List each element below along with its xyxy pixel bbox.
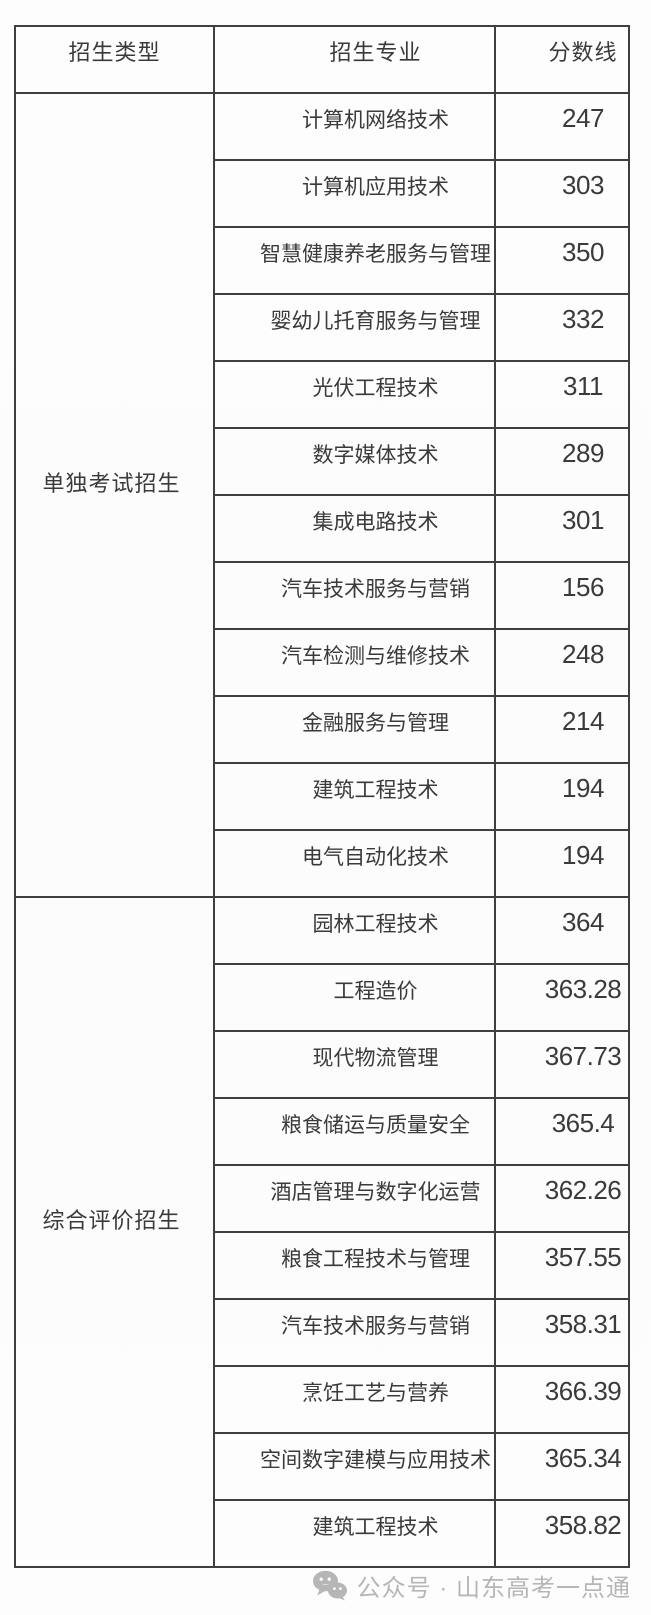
admission-score-table: 招生类型 招生专业 分数线 单独考试招生 计算机网络技术 247 计算机应用技术…	[14, 25, 630, 1568]
score-cell: 357.55	[494, 1231, 630, 1300]
score-cell: 364	[494, 896, 630, 965]
score-cell: 289	[494, 427, 630, 496]
table-row: 空间数字建模与应用技术 365.34	[15, 1432, 630, 1501]
score-cell: 301	[494, 494, 630, 563]
major-cell: 电气自动化技术	[213, 829, 496, 898]
major-cell: 烹饪工艺与营养	[213, 1365, 496, 1434]
table-row: 工程造价 363.28	[15, 963, 630, 1032]
table-row: 粮食工程技术与管理 357.55	[15, 1231, 630, 1300]
score-cell: 350	[494, 226, 630, 295]
score-cell: 194	[494, 829, 630, 898]
table-row: 电气自动化技术 194	[15, 829, 630, 898]
major-cell: 汽车技术服务与营销	[213, 561, 496, 630]
table-row: 数字媒体技术 289	[15, 427, 630, 496]
table-row: 汽车技术服务与营销 358.31	[15, 1298, 630, 1367]
table-row: 婴幼儿托育服务与管理 332	[15, 293, 630, 362]
table-row: 汽车检测与维修技术 248	[15, 628, 630, 697]
table-row: 酒店管理与数字化运营 362.26	[15, 1164, 630, 1233]
score-cell: 358.31	[494, 1298, 630, 1367]
score-cell: 303	[494, 159, 630, 228]
table-row: 现代物流管理 367.73	[15, 1030, 630, 1099]
table-row: 集成电路技术 301	[15, 494, 630, 563]
watermark-text: 公众号 · 山东高考一点通	[356, 1575, 631, 1602]
score-cell: 332	[494, 293, 630, 362]
wechat-icon	[312, 1570, 348, 1601]
score-cell: 363.28	[494, 963, 630, 1032]
table-row: 建筑工程技术 358.82	[15, 1499, 630, 1568]
score-cell: 365.34	[494, 1432, 630, 1501]
score-cell: 214	[494, 695, 630, 764]
major-cell: 智慧健康养老服务与管理	[213, 226, 496, 295]
major-cell: 酒店管理与数字化运营	[213, 1164, 496, 1233]
score-cell: 365.4	[494, 1097, 630, 1166]
major-cell: 建筑工程技术	[213, 1499, 496, 1568]
major-cell: 园林工程技术	[213, 896, 496, 965]
table-row: 建筑工程技术 194	[15, 762, 630, 831]
major-cell: 粮食工程技术与管理	[213, 1231, 496, 1300]
major-cell: 粮食储运与质量安全	[213, 1097, 496, 1166]
score-cell: 248	[494, 628, 630, 697]
major-cell: 数字媒体技术	[213, 427, 496, 496]
major-cell: 汽车检测与维修技术	[213, 628, 496, 697]
score-cell: 366.39	[494, 1365, 630, 1434]
header-score-line: 分数线	[494, 25, 630, 94]
score-cell: 311	[494, 360, 630, 429]
table-row: 光伏工程技术 311	[15, 360, 630, 429]
major-cell: 计算机网络技术	[213, 92, 496, 161]
table-header-row: 招生类型 招生专业 分数线	[14, 25, 630, 94]
major-cell: 计算机应用技术	[213, 159, 496, 228]
table-row: 综合评价招生 园林工程技术 364	[14, 896, 630, 1568]
major-cell: 汽车技术服务与营销	[213, 1298, 496, 1367]
score-cell: 362.26	[494, 1164, 630, 1233]
admission-type-cell: 单独考试招生	[14, 92, 215, 898]
major-cell: 婴幼儿托育服务与管理	[213, 293, 496, 362]
table-row: 单独考试招生 计算机网络技术 247	[14, 92, 630, 898]
score-cell: 367.73	[494, 1030, 630, 1099]
score-cell: 358.82	[494, 1499, 630, 1568]
admission-type-cell: 综合评价招生	[14, 896, 215, 1568]
score-cell: 194	[494, 762, 630, 831]
major-cell: 空间数字建模与应用技术	[213, 1432, 496, 1501]
table-row: 汽车技术服务与营销 156	[15, 561, 630, 630]
major-cell: 建筑工程技术	[213, 762, 496, 831]
major-cell: 现代物流管理	[213, 1030, 496, 1099]
table-row: 计算机应用技术 303	[15, 159, 630, 228]
major-cell: 集成电路技术	[213, 494, 496, 563]
score-cell: 247	[494, 92, 630, 161]
major-cell: 光伏工程技术	[213, 360, 496, 429]
table-row: 烹饪工艺与营养 366.39	[15, 1365, 630, 1434]
major-cell: 工程造价	[213, 963, 496, 1032]
table-row: 智慧健康养老服务与管理 350	[15, 226, 630, 295]
header-admission-type: 招生类型	[14, 25, 215, 94]
header-major: 招生专业	[213, 25, 496, 94]
score-cell: 156	[494, 561, 630, 630]
major-cell: 金融服务与管理	[213, 695, 496, 764]
watermark: 公众号 · 山东高考一点通	[312, 1568, 631, 1603]
table-row: 粮食储运与质量安全 365.4	[15, 1097, 630, 1166]
table-row: 金融服务与管理 214	[15, 695, 630, 764]
